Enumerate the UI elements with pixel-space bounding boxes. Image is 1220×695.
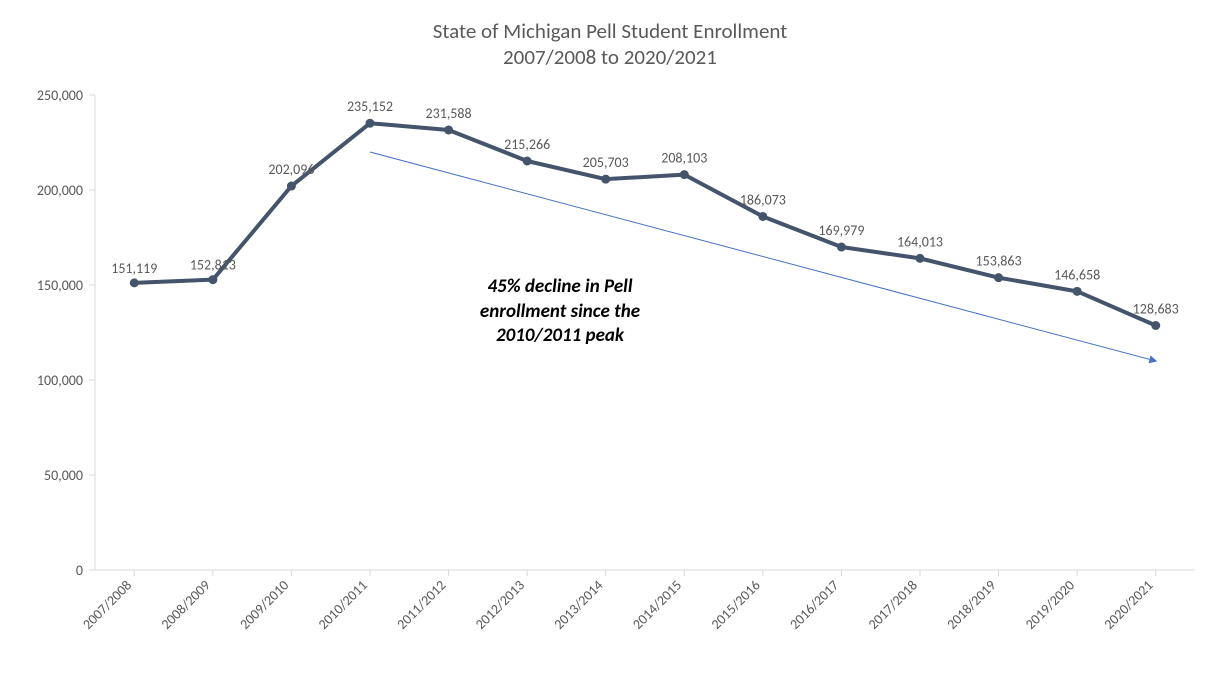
data-marker xyxy=(444,125,453,134)
data-marker xyxy=(994,273,1003,282)
data-marker xyxy=(287,182,296,191)
y-tick-label: 150,000 xyxy=(37,277,83,294)
data-marker xyxy=(601,175,610,184)
data-label: 186,073 xyxy=(740,191,786,208)
x-tick-label: 2015/2016 xyxy=(708,577,764,633)
y-tick-label: 200,000 xyxy=(37,182,83,199)
annotation-line2: enrollment since the xyxy=(480,300,640,323)
x-tick-label: 2014/2015 xyxy=(629,577,685,633)
x-tick-label: 2012/2013 xyxy=(472,577,528,633)
x-tick-label: 2016/2017 xyxy=(786,577,842,633)
decline-annotation: 45% decline in Pell enrollment since the… xyxy=(430,275,690,349)
chart-container: 0 50,000 100,000 150,000 200,000 250,000 2007/… xyxy=(0,0,1220,695)
x-tick-label: 2011/2012 xyxy=(393,577,449,633)
data-marker xyxy=(1151,321,1160,330)
x-tick-label: 2007/2008 xyxy=(79,577,135,633)
data-label: 231,588 xyxy=(426,105,472,122)
y-tick-label: 50,000 xyxy=(44,467,83,484)
data-label: 164,013 xyxy=(897,233,943,250)
data-label: 152,813 xyxy=(190,257,236,274)
data-marker xyxy=(366,119,375,128)
data-label: 208,103 xyxy=(661,150,707,167)
data-marker xyxy=(916,254,925,263)
data-label: 235,152 xyxy=(347,98,393,115)
y-tick-label: 250,000 xyxy=(37,87,83,104)
data-label: 146,658 xyxy=(1054,266,1100,283)
annotation-line3: 2010/2011 peak xyxy=(496,324,624,347)
data-marker xyxy=(758,212,767,221)
x-tick-label: 2010/2011 xyxy=(315,577,371,633)
chart-title-line1: State of Michigan Pell Student Enrollmen… xyxy=(433,18,788,44)
x-tick-label: 2018/2019 xyxy=(943,577,999,633)
data-label: 202,096 xyxy=(268,161,314,178)
x-tick-label: 2020/2021 xyxy=(1101,577,1157,633)
data-marker xyxy=(208,275,217,284)
data-marker xyxy=(1073,287,1082,296)
x-tick-label: 2019/2020 xyxy=(1022,577,1078,633)
data-label: 128,683 xyxy=(1133,301,1179,318)
data-label: 215,266 xyxy=(504,136,550,153)
y-tick-label: 0 xyxy=(76,562,83,579)
chart-title-line2: 2007/2008 to 2020/2021 xyxy=(503,44,717,70)
x-tick-label: 2008/2009 xyxy=(158,577,214,633)
data-label: 205,703 xyxy=(583,154,629,171)
annotation-line1: 45% decline in Pell xyxy=(487,275,632,298)
data-marker xyxy=(130,278,139,287)
data-marker xyxy=(837,243,846,252)
data-label: 151,119 xyxy=(111,260,157,277)
x-tick-label: 2017/2018 xyxy=(865,577,921,633)
data-marker xyxy=(523,156,532,165)
x-tick-label: 2009/2010 xyxy=(236,577,292,633)
x-tick-label: 2013/2014 xyxy=(551,577,607,633)
y-tick-label: 100,000 xyxy=(37,372,83,389)
chart-title: State of Michigan Pell Student Enrollmen… xyxy=(0,18,1220,71)
data-label: 153,863 xyxy=(976,253,1022,270)
data-marker xyxy=(680,170,689,179)
data-label: 169,979 xyxy=(818,222,864,239)
